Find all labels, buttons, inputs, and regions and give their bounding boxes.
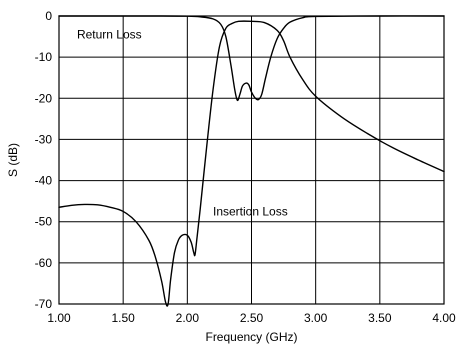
insertion-loss-curve [58, 20, 445, 307]
y-tick-label: -30 [35, 132, 53, 146]
annotation-label: Insertion Loss [213, 204, 288, 218]
x-tick-label: 2.00 [176, 311, 200, 325]
x-axis-label: Frequency (GHz) [205, 330, 297, 344]
return-loss-curve [58, 15, 445, 102]
y-tick-labels: 0 -10 -20 -30 -40 -50 -60 -70 [35, 9, 53, 311]
y-tick-label: -60 [35, 256, 53, 270]
y-tick-label: -10 [35, 50, 53, 64]
x-tick-label: 1.00 [47, 311, 71, 325]
series-curves [58, 15, 445, 307]
y-tick-label: 0 [45, 9, 52, 23]
annotations: Return Loss Insertion Loss [77, 28, 288, 219]
plot-frame [58, 15, 445, 305]
y-tick-label: -50 [35, 215, 53, 229]
y-tick-label: -40 [35, 174, 53, 188]
x-tick-label: 3.50 [368, 311, 392, 325]
x-tick-label: 3.00 [304, 311, 328, 325]
annotation-label: Return Loss [77, 28, 142, 42]
grid-lines [58, 15, 445, 305]
y-tick-label: -20 [35, 91, 53, 105]
x-tick-labels: 1.00 1.50 2.00 2.50 3.00 3.50 4.00 [47, 311, 456, 325]
x-tick-label: 2.50 [240, 311, 264, 325]
y-tick-label: -70 [35, 297, 53, 311]
x-tick-label: 1.50 [111, 311, 135, 325]
x-tick-label: 4.00 [432, 311, 456, 325]
y-axis-label: S (dB) [6, 143, 20, 177]
